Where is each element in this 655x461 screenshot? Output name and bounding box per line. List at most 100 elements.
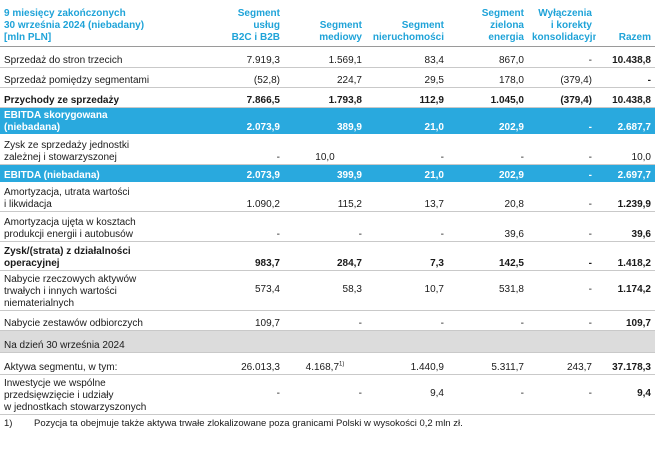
cell: - [528, 310, 596, 331]
row-label: Na dzień 30 września 2024 [0, 330, 200, 353]
cell: - [528, 134, 596, 165]
row-label: Amortyzacja, utrata wartości i likwidacja [0, 182, 200, 212]
cell: 1.418,2 [596, 241, 655, 271]
footnote-text: Pozycja ta obejmuje także aktywa trwałe … [34, 417, 463, 429]
cell: 10,7 [366, 270, 448, 311]
cell: 7.919,3 [200, 46, 284, 68]
cell: 21,0 [366, 107, 448, 135]
cell: 531,8 [448, 270, 528, 311]
cell: - [200, 211, 284, 242]
cell: 112,9 [366, 87, 448, 108]
table-row-highlight: EBITDA (niebadana) 2.073,9 399,9 21,0 20… [0, 164, 655, 183]
row-label: Sprzedaż pomiędzy segmentami [0, 67, 200, 88]
row-label: Amortyzacja ujęta w kosztach produkcji en… [0, 211, 200, 242]
cell: 7.866,5 [200, 87, 284, 108]
cell: - [366, 134, 448, 165]
section-row: Na dzień 30 września 2024 [0, 330, 655, 353]
segment-table: 9 miesięcy zakończonych 30 września 2024 … [0, 0, 655, 415]
cell: - [366, 211, 448, 242]
cell: - [596, 67, 655, 88]
cell: 224,7 [284, 67, 366, 88]
table-row: Nabycie rzeczowych aktywów trwałych i inn… [0, 270, 655, 311]
cell: 109,7 [200, 310, 284, 331]
row-label: Zysk ze sprzedaży jednostki zależnej i st… [0, 134, 200, 165]
cell: - [528, 211, 596, 242]
cell [528, 330, 596, 353]
row-label: Nabycie rzeczowych aktywów trwałych i inn… [0, 270, 200, 311]
col-green-header: Segment zielona energia [448, 0, 528, 47]
cell: 2.073,9 [200, 164, 284, 183]
cell: 7,3 [366, 241, 448, 271]
cell: 10.438,8 [596, 46, 655, 68]
cell [200, 330, 284, 353]
cell: - [528, 107, 596, 135]
cell [366, 330, 448, 353]
row-label: EBITDA (niebadana) [0, 164, 200, 183]
cell: 83,4 [366, 46, 448, 68]
cell: 1.569,1 [284, 46, 366, 68]
cell: - [366, 310, 448, 331]
cell: - [200, 374, 284, 415]
cell: 10.438,8 [596, 87, 655, 108]
cell: 983,7 [200, 241, 284, 271]
cell: - [528, 374, 596, 415]
row-label: Aktywa segmentu, w tym: [0, 352, 200, 375]
cell: 29,5 [366, 67, 448, 88]
cell: 1.793,8 [284, 87, 366, 108]
cell: 4.168,71) [284, 352, 366, 375]
cell: (379,4) [528, 87, 596, 108]
cell: 389,9 [284, 107, 366, 135]
cell: 39,6 [448, 211, 528, 242]
table-row: Inwestycje we wspólne przedsięwzięcie i u… [0, 374, 655, 415]
col-realestate-header: Segment nieruchomości [366, 0, 448, 47]
cell: 202,9 [448, 107, 528, 135]
footnote-ref: 1) [339, 361, 345, 368]
footnote-marker: 1) [4, 417, 13, 429]
cell: 58,3 [284, 270, 366, 311]
cell: - [528, 164, 596, 183]
table-row: Zysk/(strata) z działalności operacyjnej … [0, 241, 655, 271]
cell: - [284, 211, 366, 242]
cell: 243,7 [528, 352, 596, 375]
cell: 115,2 [284, 182, 366, 212]
cell: - [200, 134, 284, 165]
table-row: Sprzedaż do stron trzecich 7.919,3 1.569… [0, 46, 655, 68]
table-row: Przychody ze sprzedaży 7.866,5 1.793,8 1… [0, 87, 655, 108]
row-label: Nabycie zestawów odbiorczych [0, 310, 200, 331]
cell: 1.045,0 [448, 87, 528, 108]
cell: 26.013,3 [200, 352, 284, 375]
cell: 2.687,7 [596, 107, 655, 135]
cell: 142,5 [448, 241, 528, 271]
cell: 1.440,9 [366, 352, 448, 375]
cell: 10,0 [596, 134, 655, 165]
cell: 2.697,7 [596, 164, 655, 183]
table-row: Zysk ze sprzedaży jednostki zależnej i st… [0, 134, 655, 165]
cell: 573,4 [200, 270, 284, 311]
col-media-header: Segment mediowy [284, 0, 366, 47]
row-label: Zysk/(strata) z działalności operacyjnej [0, 241, 200, 271]
table-row: Amortyzacja ujęta w kosztach produkcji en… [0, 211, 655, 242]
cell: - [528, 46, 596, 68]
cell [448, 330, 528, 353]
cell: 178,0 [448, 67, 528, 88]
cell: 37.178,3 [596, 352, 655, 375]
cell: (379,4) [528, 67, 596, 88]
cell: 5.311,7 [448, 352, 528, 375]
cell: 202,9 [448, 164, 528, 183]
table-row: Nabycie zestawów odbiorczych 109,7 - - -… [0, 310, 655, 331]
cell: - [528, 241, 596, 271]
cell: - [448, 134, 528, 165]
cell: 867,0 [448, 46, 528, 68]
table-row: Amortyzacja, utrata wartości i likwidacja… [0, 182, 655, 212]
col-b2c-header: Segment usług B2C i B2B [200, 0, 284, 47]
cell: - [528, 270, 596, 311]
cell [284, 330, 366, 353]
cell: 9,4 [596, 374, 655, 415]
table-row: Aktywa segmentu, w tym: 26.013,3 4.168,7… [0, 352, 655, 375]
cell: 284,7 [284, 241, 366, 271]
cell: - [528, 182, 596, 212]
cell: (52,8) [200, 67, 284, 88]
cell: 1.090,2 [200, 182, 284, 212]
cell: - [284, 310, 366, 331]
